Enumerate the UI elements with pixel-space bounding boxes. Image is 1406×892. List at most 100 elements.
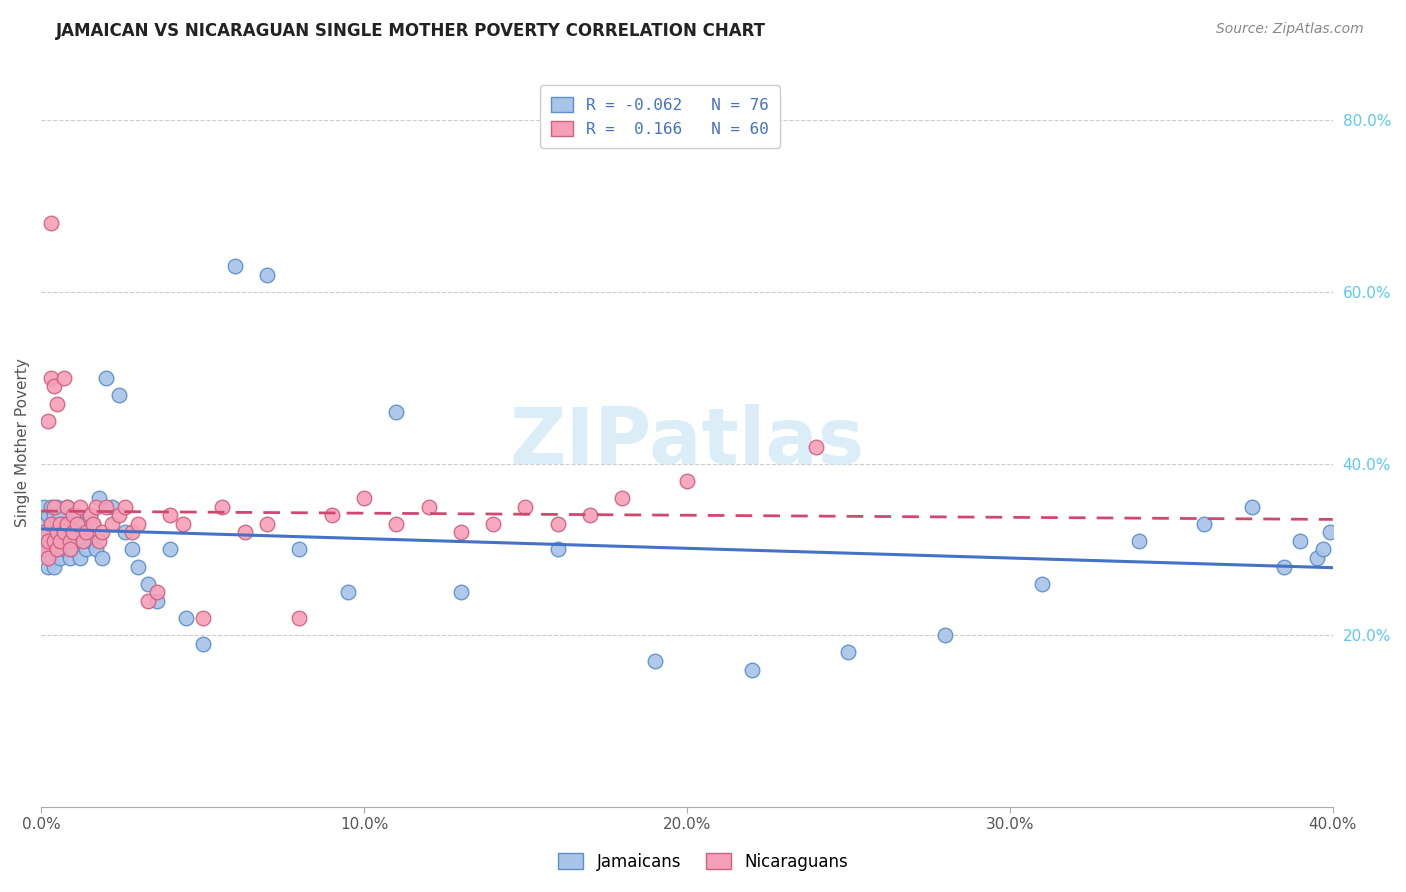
Point xyxy=(91,551,114,566)
Point xyxy=(353,491,375,505)
Point xyxy=(66,533,89,548)
Point xyxy=(385,405,408,419)
Point xyxy=(79,533,101,548)
Point xyxy=(56,500,79,514)
Point xyxy=(52,516,75,531)
Point xyxy=(101,500,124,514)
Point xyxy=(62,542,84,557)
Point xyxy=(42,533,65,548)
Point xyxy=(121,542,143,557)
Point xyxy=(107,388,129,402)
Point xyxy=(837,645,859,659)
Point xyxy=(547,516,569,531)
Point xyxy=(146,594,169,608)
Point xyxy=(42,542,65,557)
Text: Source: ZipAtlas.com: Source: ZipAtlas.com xyxy=(1216,22,1364,37)
Point xyxy=(42,508,65,523)
Point xyxy=(42,525,65,540)
Point xyxy=(49,516,72,531)
Point xyxy=(89,491,111,505)
Point xyxy=(121,525,143,540)
Point xyxy=(172,516,194,531)
Point xyxy=(1312,542,1334,557)
Point xyxy=(159,508,181,523)
Point xyxy=(34,500,56,514)
Point xyxy=(450,525,472,540)
Point xyxy=(39,371,62,385)
Point xyxy=(579,508,602,523)
Point xyxy=(75,525,97,540)
Point xyxy=(127,559,149,574)
Point xyxy=(46,533,69,548)
Point xyxy=(75,542,97,557)
Point xyxy=(34,516,56,531)
Point xyxy=(49,508,72,523)
Point xyxy=(288,611,311,625)
Point xyxy=(49,533,72,548)
Point xyxy=(69,500,91,514)
Point xyxy=(107,508,129,523)
Point xyxy=(42,500,65,514)
Point xyxy=(191,611,214,625)
Point xyxy=(46,516,69,531)
Point xyxy=(804,440,827,454)
Point xyxy=(1128,533,1150,548)
Point xyxy=(56,500,79,514)
Point xyxy=(336,585,359,599)
Point xyxy=(82,516,104,531)
Point xyxy=(37,533,59,548)
Point xyxy=(256,268,278,282)
Point xyxy=(52,542,75,557)
Point xyxy=(89,533,111,548)
Point xyxy=(321,508,343,523)
Point xyxy=(46,396,69,410)
Point xyxy=(79,508,101,523)
Point xyxy=(101,516,124,531)
Point xyxy=(46,525,69,540)
Point xyxy=(146,585,169,599)
Point xyxy=(62,508,84,523)
Text: JAMAICAN VS NICARAGUAN SINGLE MOTHER POVERTY CORRELATION CHART: JAMAICAN VS NICARAGUAN SINGLE MOTHER POV… xyxy=(56,22,766,40)
Point xyxy=(39,542,62,557)
Legend: Jamaicans, Nicaraguans: Jamaicans, Nicaraguans xyxy=(550,845,856,880)
Point xyxy=(62,525,84,540)
Point xyxy=(59,542,82,557)
Point xyxy=(114,500,136,514)
Point xyxy=(52,525,75,540)
Point xyxy=(84,500,107,514)
Point xyxy=(39,533,62,548)
Point xyxy=(42,559,65,574)
Point xyxy=(66,508,89,523)
Point xyxy=(256,516,278,531)
Point xyxy=(288,542,311,557)
Point xyxy=(1272,559,1295,574)
Y-axis label: Single Mother Poverty: Single Mother Poverty xyxy=(15,358,30,526)
Point xyxy=(418,500,440,514)
Point xyxy=(1241,500,1264,514)
Point xyxy=(450,585,472,599)
Point xyxy=(46,542,69,557)
Point xyxy=(39,551,62,566)
Point xyxy=(127,516,149,531)
Point xyxy=(72,533,94,548)
Point xyxy=(59,551,82,566)
Point xyxy=(644,654,666,668)
Point xyxy=(612,491,634,505)
Point xyxy=(741,663,763,677)
Point xyxy=(547,542,569,557)
Point xyxy=(159,542,181,557)
Point xyxy=(52,525,75,540)
Point xyxy=(56,533,79,548)
Point xyxy=(1319,525,1341,540)
Point xyxy=(233,525,256,540)
Point xyxy=(59,516,82,531)
Point xyxy=(39,500,62,514)
Point xyxy=(37,414,59,428)
Point xyxy=(56,516,79,531)
Point xyxy=(79,508,101,523)
Point xyxy=(94,500,117,514)
Point xyxy=(72,525,94,540)
Point xyxy=(114,525,136,540)
Point xyxy=(211,500,233,514)
Point xyxy=(1305,551,1327,566)
